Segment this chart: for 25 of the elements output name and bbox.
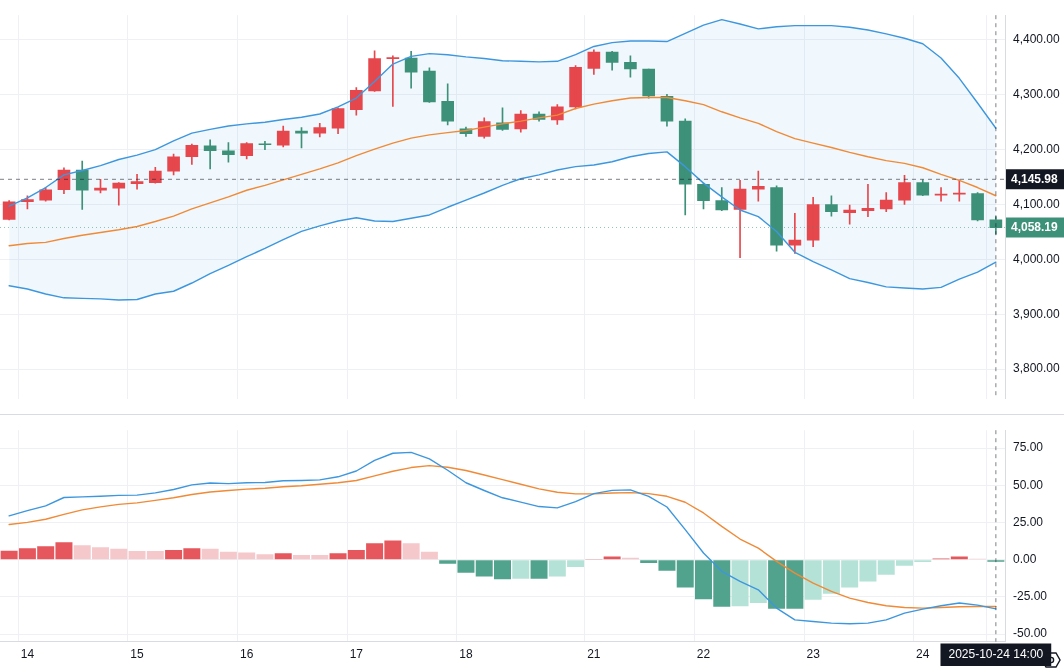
y-tick-label: 3,900.00 <box>1013 306 1061 321</box>
y-tick-label: -25.00 <box>1013 589 1048 604</box>
y-tick-label: 3,800.00 <box>1013 361 1061 376</box>
x-tick-label: 21 <box>587 647 601 662</box>
y-tick-label: -50.00 <box>1013 626 1048 641</box>
ref-line-label: 4,145.98 <box>1011 171 1059 186</box>
x-tick-label: 22 <box>696 647 711 662</box>
y-tick-label: 4,200.00 <box>1013 141 1061 156</box>
y-tick-label: 25.00 <box>1013 514 1044 529</box>
y-tick-label: 0.00 <box>1013 552 1037 567</box>
x-tick-label: 18 <box>459 647 473 662</box>
x-tick-label: 17 <box>349 647 364 662</box>
y-tick-label: 4,400.00 <box>1013 32 1061 47</box>
ref-line-label: 4,058.19 <box>1011 219 1059 234</box>
y-tick-label: 4,000.00 <box>1013 251 1061 266</box>
x-tick-label: 23 <box>806 647 821 662</box>
x-tick-label: 2025-10-24 14:00 <box>948 647 1044 662</box>
x-tick-label: 15 <box>130 647 145 662</box>
y-tick-label: 4,300.00 <box>1013 87 1061 102</box>
x-tick-label: 14 <box>20 647 35 662</box>
x-tick-label: 16 <box>240 647 254 662</box>
y-tick-label: 50.00 <box>1013 477 1044 492</box>
x-tick-label: 24 <box>916 647 930 662</box>
y-tick-label: 4,100.00 <box>1013 196 1061 211</box>
y-tick-label: 75.00 <box>1013 440 1044 455</box>
